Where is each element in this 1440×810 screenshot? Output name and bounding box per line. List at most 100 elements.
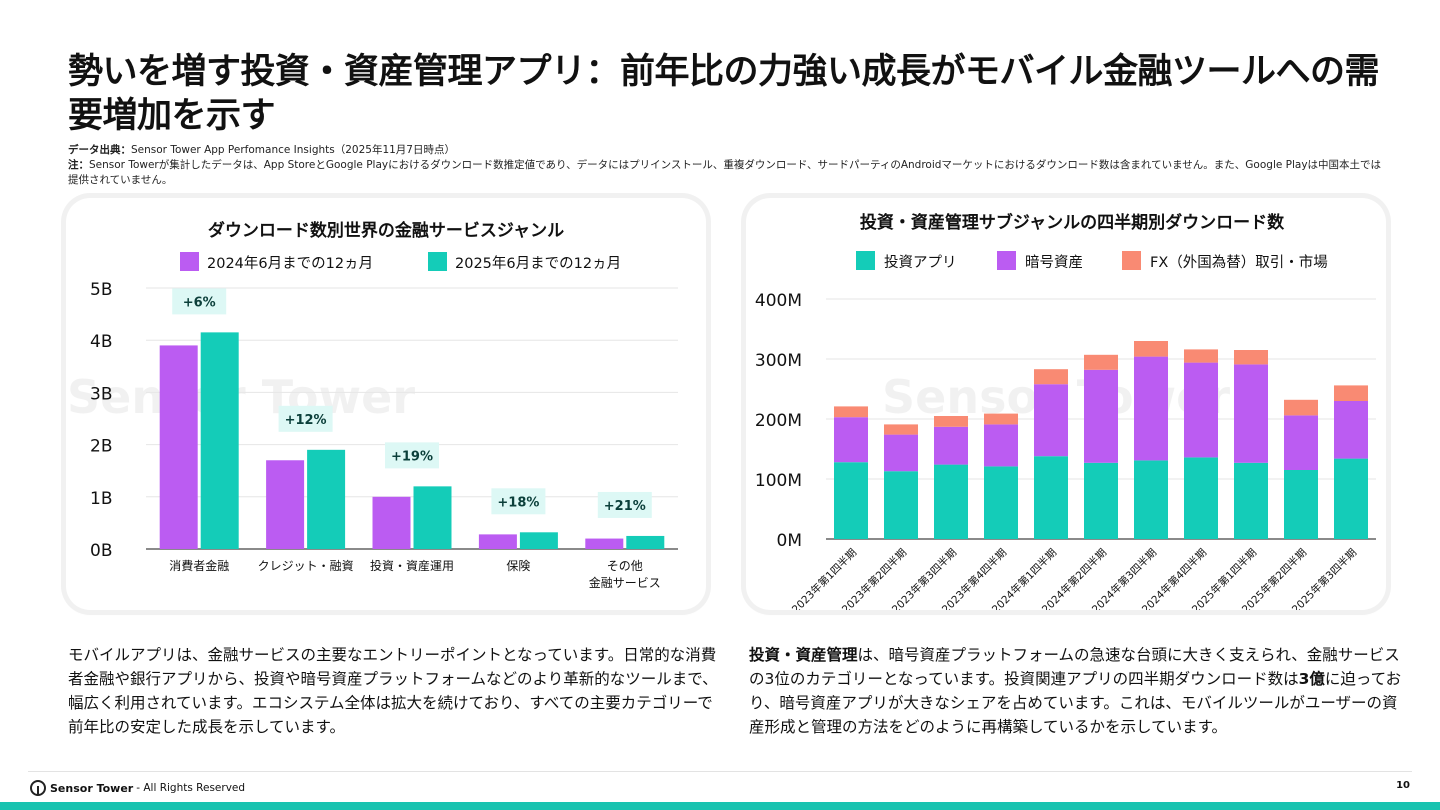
legend-swatch [428, 252, 447, 271]
bar-segment [834, 406, 868, 418]
quarterly-chart-card: Sensor Tower投資・資産管理サブジャンルの四半期別ダウンロード数投資ア… [746, 198, 1386, 610]
legend-label: 投資アプリ [884, 254, 957, 271]
bar-segment [1234, 364, 1268, 463]
genre-chart-card: Sensor Tower ダウンロード数別世界の金融サービスジャンル 2024年6月… [66, 198, 706, 610]
bar [159, 345, 198, 549]
x-tick-label: 金融サービス [589, 575, 661, 590]
legend-swatch [856, 251, 875, 270]
paragraph-right-text-1: は、暗号資産プラットフォームの急速な台頭に大きく支えられ、金融サービスの3位のカ… [749, 646, 1400, 688]
bar-segment [1234, 350, 1268, 365]
growth-label: +19% [391, 449, 433, 464]
growth-badge [597, 491, 652, 518]
y-tick-label: 2B [90, 437, 112, 457]
legend-label: 暗号資産 [1025, 254, 1083, 271]
y-tick-label: 200M [755, 411, 802, 431]
x-tick-label: 投資・資産運用 [370, 558, 454, 573]
bar-segment [1334, 401, 1368, 459]
x-tick-label: 保険 [506, 559, 530, 573]
growth-label: +12% [285, 413, 327, 428]
note-text: Sensor Towerが集計したデータは、App StoreとGoogle P… [68, 159, 1382, 186]
bar-segment [884, 434, 918, 472]
bottom-accent-bar [0, 802, 1440, 810]
paragraph-right-bold-2: 3億 [1298, 670, 1325, 688]
bar-segment [934, 426, 968, 465]
growth-badge [491, 488, 546, 515]
note-label: 注： [68, 159, 89, 171]
y-tick-label: 400M [755, 291, 802, 311]
chart-title: 投資・資産管理サブジャンルの四半期別ダウンロード数 [860, 212, 1285, 233]
y-tick-label: 300M [755, 351, 802, 371]
bar-segment [1034, 384, 1068, 457]
growth-label: +21% [604, 499, 646, 514]
paragraph-right-text-2: に迫っており、暗号資産アプリが大きなシェアを占めています。これは、モバイルツール… [749, 670, 1402, 736]
bar-segment [834, 462, 868, 539]
growth-label: +6% [183, 295, 216, 310]
y-tick-label: 100M [755, 471, 802, 491]
bar-segment [1184, 349, 1218, 363]
bar-segment [934, 464, 968, 539]
bar [478, 534, 517, 549]
legend-swatch [180, 252, 199, 271]
y-tick-label: 0B [90, 541, 112, 561]
legend-label: 2024年6月までの12ヵ月 [207, 255, 373, 272]
bar-segment [1134, 341, 1168, 357]
bar-segment [1284, 415, 1318, 470]
x-tick-label: 消費者金融 [169, 558, 229, 573]
y-tick-label: 0M [777, 531, 802, 551]
chart-title: ダウンロード数別世界の金融サービスジャンル [208, 220, 564, 241]
bar [519, 532, 558, 549]
bar [200, 332, 239, 549]
bar [307, 449, 346, 549]
bar-segment [1334, 458, 1368, 539]
footer-divider [28, 771, 1412, 772]
bar-segment [1134, 356, 1168, 461]
y-tick-label: 1B [90, 489, 112, 509]
y-tick-label: 5B [90, 280, 112, 300]
page-title: 勢いを増す投資・資産管理アプリ：前年比の力強い成長がモバイル金融ツールへの需要増… [68, 52, 1380, 136]
sensor-tower-logo-icon [30, 780, 46, 796]
bar [413, 486, 452, 549]
bar-segment [1284, 470, 1318, 539]
source-text: Sensor Tower App Perfomance Insights（202… [131, 144, 455, 156]
bar-segment [1334, 385, 1368, 401]
bar [585, 538, 624, 549]
y-tick-label: 3B [90, 384, 112, 404]
bar-segment [984, 413, 1018, 425]
bar-segment [1284, 399, 1318, 416]
paragraph-left: モバイルアプリは、金融サービスの主要なエントリーポイントとなっています。日常的な… [68, 646, 718, 736]
bar-segment [1084, 462, 1118, 539]
paragraph-right: 投資・資産管理は、暗号資産プラットフォームの急速な台頭に大きく支えられ、金融サー… [749, 643, 1404, 739]
legend-label: FX（外国為替）取引・市場 [1150, 254, 1328, 271]
y-tick-label: 4B [90, 332, 112, 352]
bar-segment [1084, 369, 1118, 463]
bar-segment [984, 424, 1018, 467]
bar [266, 460, 305, 549]
legend-swatch [1122, 251, 1141, 270]
bar-segment [934, 416, 968, 427]
growth-badge [278, 405, 333, 432]
x-tick-label: クレジット・融資 [258, 559, 354, 573]
bar-segment [834, 417, 868, 463]
paragraph-right-bold-1: 投資・資産管理 [749, 646, 858, 664]
bar-segment [1034, 456, 1068, 539]
bar-segment [1184, 457, 1218, 539]
footer-brand: Sensor Tower [50, 781, 134, 795]
bar-segment [1034, 369, 1068, 385]
growth-badge [172, 288, 227, 315]
growth-label: +18% [497, 495, 539, 510]
bar [372, 496, 411, 549]
footer: Sensor Tower - All Rights Reserved [30, 778, 245, 798]
bar-segment [884, 471, 918, 539]
bar-segment [1134, 460, 1168, 539]
bar-segment [884, 424, 918, 435]
watermark-text: Sensor Tower [67, 370, 415, 424]
x-tick-label: その他 [607, 559, 643, 573]
bar-segment [1184, 362, 1218, 458]
legend-label: 2025年6月までの12ヵ月 [455, 255, 621, 272]
quarterly-stacked-chart: Sensor Tower投資・資産管理サブジャンルの四半期別ダウンロード数投資ア… [755, 212, 1376, 610]
bar-segment [1234, 462, 1268, 539]
growth-badge [385, 442, 439, 469]
bar-segment [984, 466, 1018, 539]
page-number: 10 [1396, 780, 1410, 791]
footer-rights: - All Rights Reserved [136, 782, 246, 794]
